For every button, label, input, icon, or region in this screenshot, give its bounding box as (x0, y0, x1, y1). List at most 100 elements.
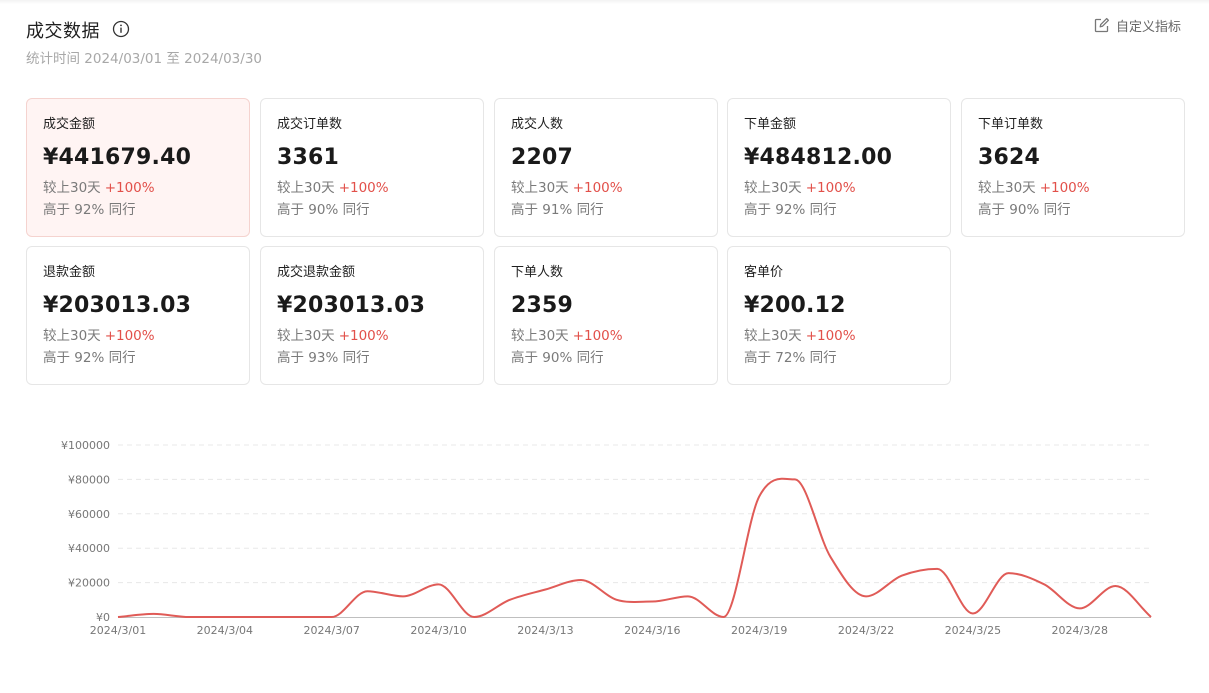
metric-card[interactable]: 成交退款金额 ¥203013.03 较上30天 +100% 高于 93% 同行 (260, 246, 484, 385)
x-tick-label: 2024/3/28 (1052, 624, 1108, 637)
metric-card[interactable]: 成交金额 ¥441679.40 较上30天 +100% 高于 92% 同行 (26, 98, 250, 237)
metric-peer-rank: 高于 92% 同行 (43, 350, 136, 366)
compare-period: 较上30天 (43, 180, 101, 196)
metric-card[interactable]: 下单金额 ¥484812.00 较上30天 +100% 高于 92% 同行 (727, 98, 951, 237)
info-circle-icon[interactable] (112, 20, 130, 38)
x-tick-label: 2024/3/04 (197, 624, 253, 637)
metric-card[interactable]: 下单人数 2359 较上30天 +100% 高于 90% 同行 (494, 246, 718, 385)
metric-peer-rank: 高于 93% 同行 (277, 350, 370, 366)
data-point (721, 614, 727, 620)
data-point (756, 494, 762, 500)
data-point (257, 614, 263, 620)
compare-change: +100% (104, 180, 155, 196)
metric-value: ¥200.12 (744, 293, 846, 318)
metric-value: 2359 (511, 293, 574, 318)
data-point (792, 476, 798, 482)
compare-change: +100% (104, 328, 155, 344)
metric-value: 3624 (978, 145, 1041, 170)
page-title: 成交数据 (26, 21, 100, 42)
y-tick-label: ¥100000 (61, 439, 110, 452)
data-point (293, 614, 299, 620)
data-point (1112, 583, 1118, 589)
y-tick-label: ¥60000 (68, 508, 110, 521)
compare-period: 较上30天 (511, 328, 569, 344)
data-point (1077, 605, 1083, 611)
y-tick-label: ¥20000 (68, 577, 110, 590)
compare-change: +100% (805, 180, 856, 196)
metric-card[interactable]: 下单订单数 3624 较上30天 +100% 高于 90% 同行 (961, 98, 1185, 237)
metric-card[interactable]: 成交人数 2207 较上30天 +100% 高于 91% 同行 (494, 98, 718, 237)
data-point (186, 614, 192, 620)
data-point (115, 614, 121, 620)
edit-square-icon (1094, 17, 1110, 32)
compare-period: 较上30天 (978, 180, 1036, 196)
custom-metrics-button[interactable]: 自定义指标 (1093, 14, 1181, 36)
metric-value: 3361 (277, 145, 340, 170)
metric-value: ¥484812.00 (744, 145, 893, 170)
metric-label: 退款金额 (43, 265, 96, 280)
metric-value: ¥203013.03 (43, 293, 192, 318)
metric-label: 成交人数 (511, 117, 564, 132)
metric-label: 成交订单数 (277, 117, 343, 132)
compare-period: 较上30天 (744, 328, 802, 344)
metric-compare: 较上30天 +100% (277, 327, 483, 345)
data-point (1041, 581, 1047, 587)
data-point (578, 577, 584, 583)
x-tick-label: 2024/3/10 (410, 624, 466, 637)
data-point (436, 581, 442, 587)
data-point (329, 614, 335, 620)
metric-compare: 较上30天 +100% (744, 327, 950, 345)
y-tick-label: ¥0 (96, 611, 110, 624)
metric-value: ¥203013.03 (277, 293, 426, 318)
metric-label: 成交退款金额 (277, 265, 356, 280)
compare-period: 较上30天 (744, 180, 802, 196)
data-point (400, 593, 406, 599)
data-point (970, 611, 976, 617)
metric-compare: 较上30天 +100% (511, 327, 717, 345)
compare-period: 较上30天 (511, 180, 569, 196)
data-point (934, 566, 940, 572)
x-tick-label: 2024/3/01 (90, 624, 146, 637)
compare-change: +100% (572, 328, 623, 344)
data-point (222, 614, 228, 620)
metric-peer-rank: 高于 90% 同行 (277, 202, 370, 218)
x-tick-label: 2024/3/13 (517, 624, 573, 637)
stat-period: 统计时间 2024/03/01 至 2024/03/30 (26, 51, 262, 67)
data-point (542, 586, 548, 592)
data-point (614, 597, 620, 603)
metric-label: 下单订单数 (978, 117, 1044, 132)
metric-card[interactable]: 成交订单数 3361 较上30天 +100% 高于 90% 同行 (260, 98, 484, 237)
metric-peer-rank: 高于 92% 同行 (43, 202, 136, 218)
compare-change: +100% (338, 180, 389, 196)
metric-peer-rank: 高于 72% 同行 (744, 350, 837, 366)
x-tick-label: 2024/3/25 (945, 624, 1001, 637)
metric-compare: 较上30天 +100% (43, 179, 249, 197)
metric-peer-rank: 高于 92% 同行 (744, 202, 837, 218)
metric-peer-rank: 高于 90% 同行 (978, 202, 1071, 218)
x-tick-label: 2024/3/16 (624, 624, 680, 637)
data-point (863, 593, 869, 599)
data-point (1148, 614, 1154, 620)
x-tick-label: 2024/3/19 (731, 624, 787, 637)
metric-compare: 较上30天 +100% (978, 179, 1184, 197)
x-tick-label: 2024/3/22 (838, 624, 894, 637)
metric-label: 客单价 (744, 265, 784, 280)
y-tick-label: ¥80000 (68, 473, 110, 486)
data-point (471, 614, 477, 620)
metric-card[interactable]: 客单价 ¥200.12 较上30天 +100% 高于 72% 同行 (727, 246, 951, 385)
metric-value: 2207 (511, 145, 574, 170)
compare-change: +100% (1039, 180, 1090, 196)
trend-line-chart: ¥0 ¥20000 ¥40000 ¥60000 ¥80000 ¥100000 2024/3/… (61, 439, 1154, 637)
metric-value: ¥441679.40 (43, 145, 192, 170)
compare-change: +100% (805, 328, 856, 344)
compare-period: 较上30天 (277, 328, 335, 344)
x-tick-label: 2024/3/07 (304, 624, 360, 637)
metric-compare: 较上30天 +100% (277, 179, 483, 197)
metric-compare: 较上30天 +100% (511, 179, 717, 197)
series-line (117, 477, 1152, 619)
metric-label: 下单人数 (511, 265, 564, 280)
metric-compare: 较上30天 +100% (43, 327, 249, 345)
data-point (1006, 570, 1012, 576)
metric-card[interactable]: 退款金额 ¥203013.03 较上30天 +100% 高于 92% 同行 (26, 246, 250, 385)
metric-peer-rank: 高于 91% 同行 (511, 202, 604, 218)
